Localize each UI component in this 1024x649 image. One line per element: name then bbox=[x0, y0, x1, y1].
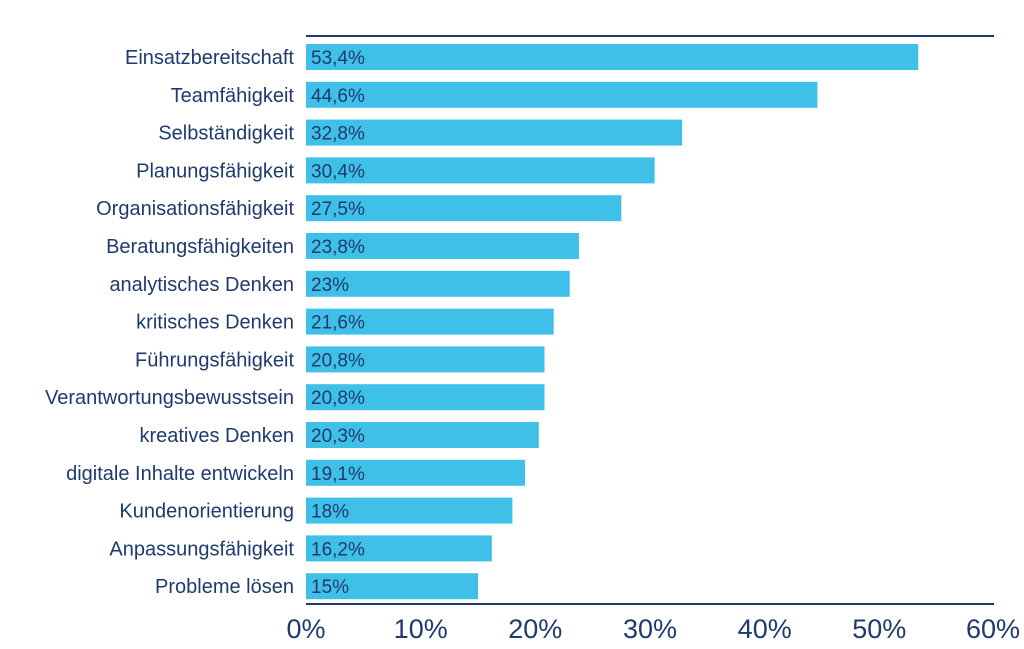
bar bbox=[306, 157, 655, 184]
data-labels-layer: 53,4% 44,6% 32,8% 30,4% 27,5% 23,8% 23% 21,6% 20… bbox=[311, 48, 365, 598]
category-label: kritisches Denken bbox=[136, 312, 294, 334]
bar bbox=[306, 270, 570, 297]
data-label: 18% bbox=[311, 502, 349, 523]
data-label: 32,8% bbox=[311, 124, 365, 145]
bar bbox=[306, 535, 492, 562]
bars-layer bbox=[306, 44, 919, 600]
category-label: Anpassungsfähigkeit bbox=[109, 538, 294, 560]
category-label: kreatives Denken bbox=[139, 425, 294, 447]
bar bbox=[306, 384, 545, 411]
x-tick-label: 10% bbox=[394, 614, 448, 644]
bar bbox=[306, 459, 525, 486]
category-label: Teamfähigkeit bbox=[171, 85, 295, 107]
bar bbox=[306, 422, 539, 448]
data-label: 23% bbox=[311, 275, 349, 296]
category-label: Probleme lösen bbox=[155, 576, 294, 598]
x-tick-label: 50% bbox=[852, 614, 906, 644]
data-label: 21,6% bbox=[311, 313, 365, 334]
data-label: 23,8% bbox=[311, 237, 365, 258]
data-label: 44,6% bbox=[311, 86, 365, 107]
x-tick-label: 60% bbox=[966, 614, 1020, 644]
category-labels-layer: Einsatzbereitschaft Teamfähigkeit Selbstän… bbox=[45, 47, 294, 598]
category-label: Planungsfähigkeit bbox=[136, 160, 294, 182]
category-label: Kundenorientierung bbox=[119, 501, 294, 523]
x-tick-label: 20% bbox=[508, 614, 562, 644]
bar bbox=[306, 81, 818, 108]
data-label: 20,8% bbox=[311, 350, 365, 371]
data-label: 20,3% bbox=[311, 426, 365, 447]
data-label: 20,8% bbox=[311, 388, 365, 409]
data-label: 15% bbox=[311, 577, 349, 598]
data-label: 53,4% bbox=[311, 48, 365, 69]
bar bbox=[306, 573, 478, 600]
data-label: 27,5% bbox=[311, 199, 365, 220]
category-label: Beratungsfähigkeiten bbox=[106, 236, 294, 258]
category-label: analytisches Denken bbox=[109, 274, 294, 296]
category-label: Führungsfähigkeit bbox=[135, 349, 294, 371]
x-tick-label: 0% bbox=[286, 614, 325, 644]
x-tick-label: 40% bbox=[738, 614, 792, 644]
data-label: 19,1% bbox=[311, 464, 365, 485]
bar bbox=[306, 497, 513, 524]
bar bbox=[306, 308, 554, 335]
category-label: Einsatzbereitschaft bbox=[125, 47, 294, 69]
data-label: 30,4% bbox=[311, 161, 365, 182]
axis-layer: 0% 10% 20% 30% 40% 50% 60% bbox=[286, 35, 1020, 644]
bar bbox=[306, 119, 683, 146]
category-label: Organisationsfähigkeit bbox=[96, 198, 294, 220]
category-label: digitale Inhalte entwickeln bbox=[66, 463, 294, 485]
x-tick-label: 30% bbox=[623, 614, 677, 644]
bar bbox=[306, 233, 579, 259]
category-label: Selbständigkeit bbox=[158, 123, 294, 145]
category-label: Verantwortungsbewusstsein bbox=[45, 387, 294, 409]
bar bbox=[306, 44, 919, 70]
bar bbox=[306, 195, 622, 222]
bar bbox=[306, 346, 545, 373]
data-label: 16,2% bbox=[311, 539, 365, 560]
